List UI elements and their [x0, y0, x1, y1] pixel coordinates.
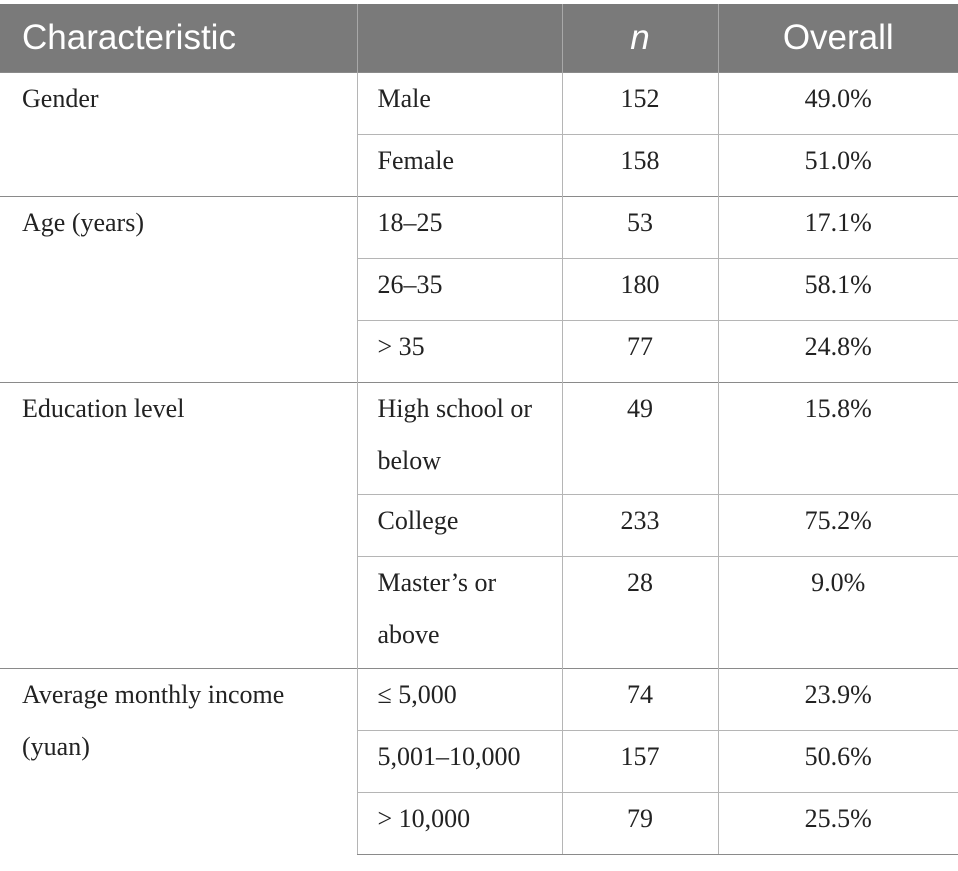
n-cell: 233 — [561, 493, 718, 556]
table-row: Master’s or above 28 9.0% — [0, 555, 958, 668]
n-cell: 180 — [561, 257, 718, 320]
overall-cell: 50.6% — [717, 729, 958, 792]
overall-cell: 49.0% — [717, 71, 958, 134]
category-cell: > 10,000 — [356, 791, 562, 855]
overall-cell: 9.0% — [717, 555, 958, 668]
header-n: n — [561, 4, 718, 72]
category-cell: Female — [356, 133, 562, 196]
overall-cell: 24.8% — [717, 319, 958, 382]
n-cell: 74 — [561, 667, 718, 730]
category-cell: ≤ 5,000 — [356, 667, 562, 730]
category-cell: Male — [356, 71, 562, 134]
category-cell: 26–35 — [356, 257, 562, 320]
category-cell: 18–25 — [356, 195, 562, 258]
category-cell: Master’s or above — [356, 555, 562, 668]
group-label-education: Education level — [0, 381, 357, 668]
table-row: Education level High school or below 49 … — [0, 381, 958, 668]
table-row: Average monthly income (yuan) ≤ 5,000 74… — [0, 667, 958, 854]
table-row: 26–35 180 58.1% — [0, 257, 958, 320]
table-row: Gender Male 152 49.0% — [0, 71, 958, 196]
overall-cell: 15.8% — [717, 381, 958, 494]
n-cell: 158 — [561, 133, 718, 196]
n-cell: 53 — [561, 195, 718, 258]
table-header: Characteristic n Overall — [0, 4, 958, 72]
group-label-income: Average monthly income (yuan) — [0, 667, 357, 854]
table-body: Gender Male 152 49.0% Female 158 51.0% A… — [0, 71, 958, 855]
overall-cell: 17.1% — [717, 195, 958, 258]
category-cell: > 35 — [356, 319, 562, 382]
demographics-table: Characteristic n Overall Gender Male 152… — [0, 4, 958, 855]
overall-cell: 23.9% — [717, 667, 958, 730]
n-cell: 157 — [561, 729, 718, 792]
category-cell: High school or below — [356, 381, 562, 494]
n-cell: 152 — [561, 71, 718, 134]
overall-cell: 58.1% — [717, 257, 958, 320]
table-row: > 10,000 79 25.5% — [0, 791, 958, 855]
overall-cell: 75.2% — [717, 493, 958, 556]
header-category — [356, 4, 562, 72]
header-characteristic: Characteristic — [22, 17, 236, 57]
category-cell: 5,001–10,000 — [356, 729, 562, 792]
header-overall: Overall — [717, 4, 958, 72]
overall-cell: 25.5% — [717, 791, 958, 855]
header-row: Characteristic n Overall — [0, 4, 958, 72]
table-row: College 233 75.2% — [0, 493, 958, 556]
n-cell: 28 — [561, 555, 718, 668]
group-label-gender: Gender — [0, 71, 357, 196]
n-cell: 49 — [561, 381, 718, 494]
n-cell: 79 — [561, 791, 718, 855]
group-label-age: Age (years) — [0, 195, 357, 382]
n-cell: 77 — [561, 319, 718, 382]
overall-cell: 51.0% — [717, 133, 958, 196]
table-row: 5,001–10,000 157 50.6% — [0, 729, 958, 792]
table-row: > 35 77 24.8% — [0, 319, 958, 382]
table-row: Female 158 51.0% — [0, 133, 958, 196]
table-row: Age (years) 18–25 53 17.1% — [0, 195, 958, 382]
category-cell: College — [356, 493, 562, 556]
